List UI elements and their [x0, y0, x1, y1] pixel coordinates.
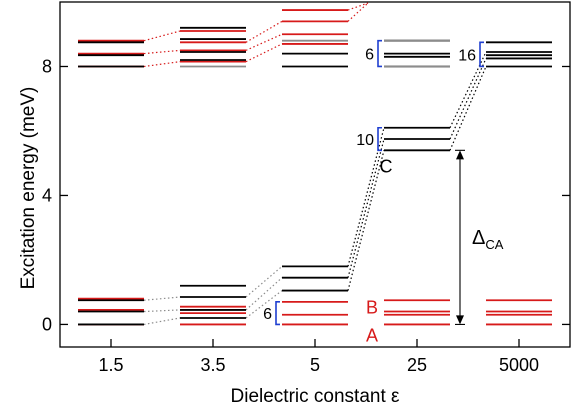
gap-label-main: Δ [472, 227, 485, 249]
gap-label: ΔCA [472, 227, 504, 252]
x-tick-label: 5 [310, 355, 320, 375]
level-label-c: C [380, 156, 393, 176]
connector-line [347, 2, 369, 11]
x-tick-label: 5000 [499, 355, 539, 375]
gap-arrow-head-top [456, 150, 464, 160]
bracket-count-label: 16 [458, 47, 476, 64]
level-connectors [143, 2, 487, 326]
level-label-a: A [366, 325, 378, 345]
connector-line [245, 33, 283, 51]
level-label-b: B [366, 298, 378, 318]
axes: 0 4 8 1.5 3.5 5 25 5000 [42, 56, 570, 375]
bracket-count-label: 6 [263, 306, 272, 323]
y-axis-label: Excitation energy (meV) [18, 87, 39, 290]
connector-line [143, 296, 181, 301]
gap-arrow-head-bottom [456, 315, 464, 325]
x-tick-label: 1.5 [98, 355, 123, 375]
bracket [377, 126, 382, 152]
connector-line [143, 61, 181, 68]
connector-line [347, 150, 385, 291]
bracket-count-label: 6 [365, 47, 374, 64]
bracket-count-label: 10 [356, 132, 374, 149]
connector-line [245, 20, 283, 43]
connector-line [245, 265, 283, 298]
connector-line [143, 49, 181, 55]
connector-line [449, 66, 487, 151]
bracket [479, 41, 484, 68]
x-tick-label: 3.5 [200, 355, 225, 375]
connector-line [143, 309, 181, 313]
gap-label-sub: CA [485, 237, 503, 252]
x-axis-label: Dielectric constant ε [231, 386, 401, 407]
x-tick-label: 25 [407, 355, 427, 375]
y-tick-label: 8 [42, 56, 52, 76]
connector-line [245, 277, 283, 311]
y-tick-label: 0 [42, 314, 52, 334]
connector-line [143, 317, 181, 326]
annotations: 6 10 6 16 AB C ΔCA [263, 39, 504, 345]
bracket [377, 39, 382, 68]
connector-line [347, 2, 369, 22]
connector-line [143, 30, 181, 42]
connector-line [245, 43, 283, 63]
bracket [275, 301, 280, 326]
level-lines [78, 9, 552, 326]
connector-line [449, 58, 487, 140]
y-tick-label: 4 [42, 185, 52, 205]
